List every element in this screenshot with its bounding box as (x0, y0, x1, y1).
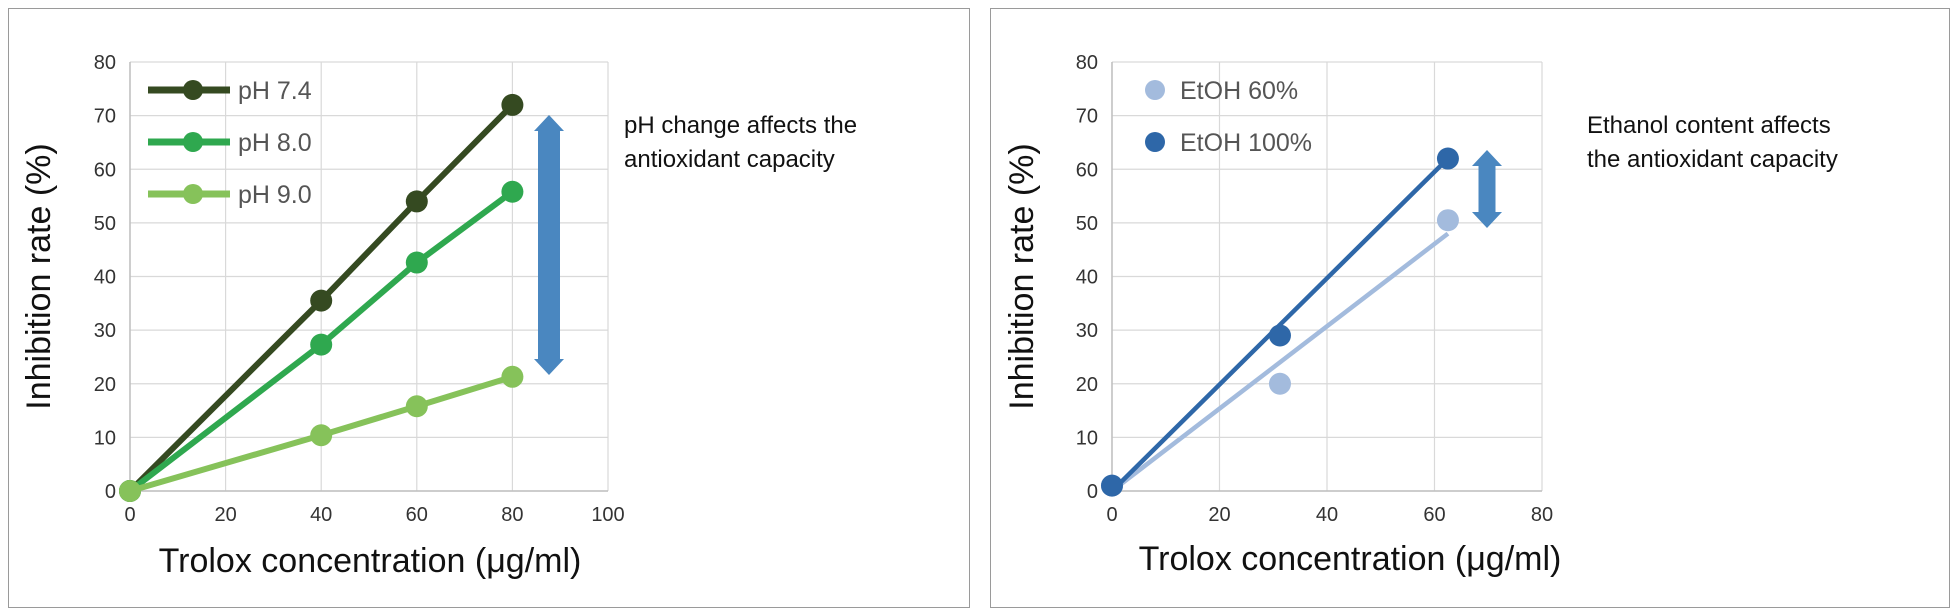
data-point (1268, 372, 1291, 395)
chart-panel-ethanol (990, 8, 1950, 608)
x-tick-label: 80 (501, 504, 523, 526)
data-point (310, 424, 333, 447)
data-point (119, 480, 141, 502)
y-axis-title: Inhibition rate (%) (1003, 143, 1041, 409)
x-tick-label: 60 (406, 504, 428, 526)
data-point (405, 395, 428, 418)
legend-swatch-marker (1145, 80, 1165, 100)
legend-swatch-marker (183, 132, 203, 152)
annotation-ethanol: Ethanol content affects the antioxidant … (1587, 112, 1838, 173)
chart-1: 0 10 20 30 40 50 60 70 80 0 20 40 60 80 100 Trolox conc… (20, 52, 625, 580)
legend-label: pH 8.0 (238, 129, 312, 157)
data-point (310, 333, 333, 356)
y-tick-label: 10 (94, 427, 116, 449)
data-point (1436, 147, 1459, 170)
legend-label: EtOH 100% (1180, 129, 1312, 157)
x-tick-label: 40 (310, 504, 332, 526)
y-tick-label: 70 (94, 106, 116, 128)
data-point (501, 365, 524, 388)
double-arrow-icon (534, 115, 564, 375)
legend-label: pH 7.4 (238, 77, 312, 105)
chart-panel-ph (8, 8, 970, 608)
x-tick-label: 0 (124, 504, 135, 526)
y-axis-title: Inhibition rate (%) (20, 143, 58, 409)
y-tick-label: 70 (1076, 106, 1098, 128)
data-point (501, 93, 524, 116)
series-line (129, 373, 514, 494)
data-point (1101, 474, 1123, 497)
y-tick-label: 60 (1076, 159, 1098, 181)
y-tick-label: 60 (94, 159, 116, 181)
trend-line (1110, 231, 1450, 493)
legend-swatch-marker (1145, 132, 1165, 152)
data-point (405, 251, 428, 274)
double-arrow-icon (1472, 150, 1502, 228)
y-tick-label: 50 (94, 213, 116, 235)
y-tick-label: 0 (1087, 481, 1098, 503)
legend-swatch-marker (183, 184, 203, 204)
y-tick-label: 80 (94, 52, 116, 74)
y-tick-label: 40 (1076, 267, 1098, 289)
data-point (405, 190, 428, 213)
y-tick-label: 80 (1076, 52, 1098, 74)
x-tick-label: 20 (1208, 504, 1230, 526)
y-tick-label: 40 (94, 267, 116, 289)
series-etoh-60- (1101, 209, 1459, 497)
x-tick-label: 100 (591, 504, 624, 526)
x-tick-label: 80 (1531, 504, 1553, 526)
series-line (128, 189, 515, 494)
x-axis-title: Trolox concentration (μg/ml) (159, 542, 582, 580)
series-ph-9-0 (119, 365, 524, 502)
data-point (1436, 209, 1459, 232)
annotation-ph: pH change affects the antioxidant capaci… (624, 112, 858, 173)
chart-2: 0 10 20 30 40 50 60 70 80 0 20 40 60 80 Trolox concent… (1003, 52, 1561, 578)
y-tick-label: 30 (94, 320, 116, 342)
series-etoh-100- (1101, 147, 1459, 497)
x-tick-label: 60 (1423, 504, 1445, 526)
y-tick-label: 50 (1076, 213, 1098, 235)
data-point (1268, 324, 1291, 347)
x-tick-label: 0 (1106, 504, 1117, 526)
x-tick-label: 20 (214, 504, 236, 526)
data-point (501, 180, 524, 203)
y-tick-label: 10 (1076, 427, 1098, 449)
data-point (310, 289, 333, 312)
legend-swatch-marker (183, 80, 203, 100)
y-tick-label: 0 (105, 481, 116, 503)
y-tick-label: 20 (1076, 374, 1098, 396)
y-tick-label: 20 (94, 374, 116, 396)
x-tick-label: 40 (1316, 504, 1338, 526)
y-tick-label: 30 (1076, 320, 1098, 342)
legend-label: pH 9.0 (238, 181, 312, 209)
legend-label: EtOH 60% (1180, 77, 1298, 105)
series-line (127, 102, 515, 494)
x-axis-title: Trolox concentration (μg/ml) (1139, 540, 1562, 578)
